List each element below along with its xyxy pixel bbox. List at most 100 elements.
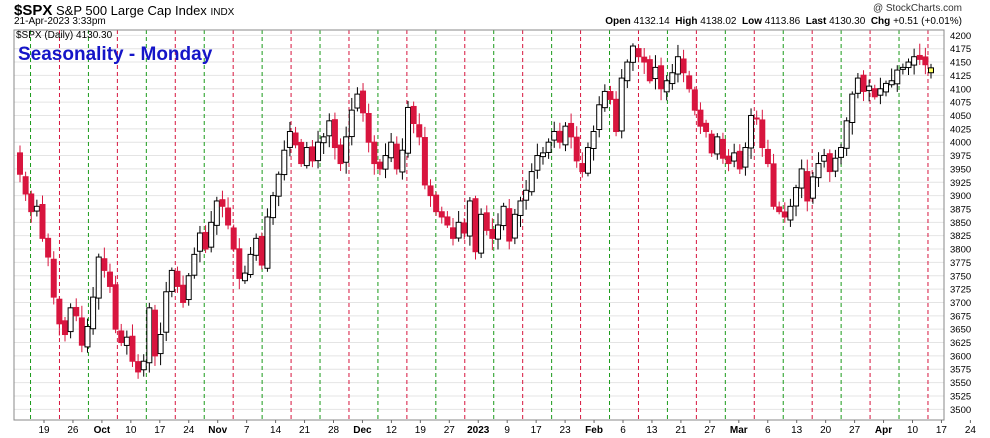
candle-body	[416, 124, 423, 138]
candle-body	[320, 136, 327, 144]
candle-body	[163, 291, 170, 333]
y-tick-label: 3875	[950, 204, 971, 215]
candle-body	[236, 248, 243, 279]
symbol-line: $SPX S&P 500 Large Cap Index INDX	[14, 2, 234, 19]
high-label: High	[675, 16, 698, 27]
candle-body	[73, 306, 80, 317]
candle-body	[669, 72, 676, 85]
candle-body	[894, 69, 901, 85]
candle-body	[483, 212, 490, 231]
candle-body	[208, 221, 215, 248]
y-tick-label: 3825	[950, 231, 971, 242]
candle-body	[315, 141, 322, 162]
x-tick-label: 21	[675, 425, 687, 436]
candle-body	[354, 93, 361, 109]
candle-body	[33, 205, 40, 212]
candle-body	[95, 256, 102, 299]
candle-body	[748, 114, 755, 149]
x-tick-label: 24	[183, 425, 195, 436]
y-tick-label: 3600	[950, 351, 971, 362]
seasonality-title: Seasonality - Monday	[18, 44, 213, 65]
candle-body	[607, 91, 614, 100]
candle-body	[714, 136, 721, 155]
y-tick-label: 3950	[950, 164, 971, 175]
candle-body	[871, 88, 878, 98]
x-tick-label: Dec	[353, 425, 372, 436]
x-tick-label: 17	[936, 425, 948, 436]
exchange: INDX	[210, 7, 235, 18]
candle-body	[826, 153, 833, 173]
y-tick-label: 3725	[950, 285, 971, 296]
candle-body	[584, 147, 591, 174]
x-tick-label: 27	[849, 425, 861, 436]
x-tick-label: 10	[907, 425, 919, 436]
candle-body	[500, 205, 507, 227]
y-tick-label: 3650	[950, 325, 971, 336]
x-tick-label: 9	[504, 425, 510, 436]
candle-body	[652, 66, 659, 80]
candle-body	[770, 163, 777, 207]
candle-body	[579, 163, 586, 173]
symbol: $SPX	[14, 2, 53, 19]
x-tick-label: 10	[125, 425, 137, 436]
x-tick-label: 19	[38, 425, 50, 436]
candle-body	[489, 229, 496, 239]
credit: @ StockCharts.com	[872, 3, 962, 14]
y-tick-label: 3775	[950, 258, 971, 269]
candle-body	[528, 171, 535, 193]
candle-body	[545, 141, 552, 153]
candle-body	[838, 147, 845, 158]
candle-body	[511, 213, 518, 239]
y-tick-label: 3675	[950, 311, 971, 322]
candle-body	[821, 155, 828, 162]
candle-body	[264, 216, 271, 269]
y-tick-label: 4000	[950, 138, 971, 149]
timestamp: 21-Apr-2023 3:33pm	[14, 16, 106, 27]
x-tick-label: 2023	[467, 425, 490, 436]
y-tick-label: 3800	[950, 245, 971, 256]
candle-body	[888, 80, 895, 86]
x-tick-label: Feb	[585, 425, 603, 436]
candle-body	[883, 82, 890, 93]
candle-body	[185, 275, 192, 301]
candle-body	[703, 122, 710, 133]
candle-body	[922, 56, 929, 66]
candle-body	[764, 148, 771, 165]
y-tick-label: 3900	[950, 191, 971, 202]
chart-legend: $SPX (Daily) 4130.30	[16, 30, 113, 41]
y-tick-label: 4025	[950, 124, 971, 135]
candle-body	[129, 335, 136, 362]
candle-body	[168, 269, 175, 292]
candle-body	[759, 119, 766, 149]
candle-body	[618, 77, 625, 132]
candle-body	[843, 120, 850, 149]
y-tick-label: 3500	[950, 405, 971, 416]
candle-body	[45, 237, 52, 258]
candle-body	[191, 253, 198, 276]
candle-body	[78, 317, 85, 346]
x-tick-label: 17	[531, 425, 543, 436]
candle-body	[613, 98, 620, 133]
y-tick-label: 3550	[950, 378, 971, 389]
candle-body	[455, 221, 462, 239]
candle-body	[270, 195, 277, 219]
candle-body	[151, 309, 158, 357]
candle-body	[719, 138, 726, 159]
candle-body	[781, 211, 788, 218]
candle-body	[360, 90, 367, 114]
candle-body	[494, 224, 501, 240]
candle-body	[877, 88, 884, 96]
x-tick-label: Mar	[730, 425, 748, 436]
candle-body	[309, 146, 316, 162]
candle-body	[736, 150, 743, 170]
candle-body	[106, 271, 113, 287]
candle-body	[230, 227, 237, 250]
candle-body	[303, 147, 310, 167]
last-value: 4130.30	[829, 16, 866, 27]
chart-header: $SPX S&P 500 Large Cap Index INDX 21-Apr…	[0, 0, 990, 30]
candle-body	[568, 122, 575, 138]
candle-body	[697, 109, 704, 127]
candle-body	[472, 198, 479, 253]
low-label: Low	[742, 16, 763, 27]
candle-body	[331, 119, 338, 149]
